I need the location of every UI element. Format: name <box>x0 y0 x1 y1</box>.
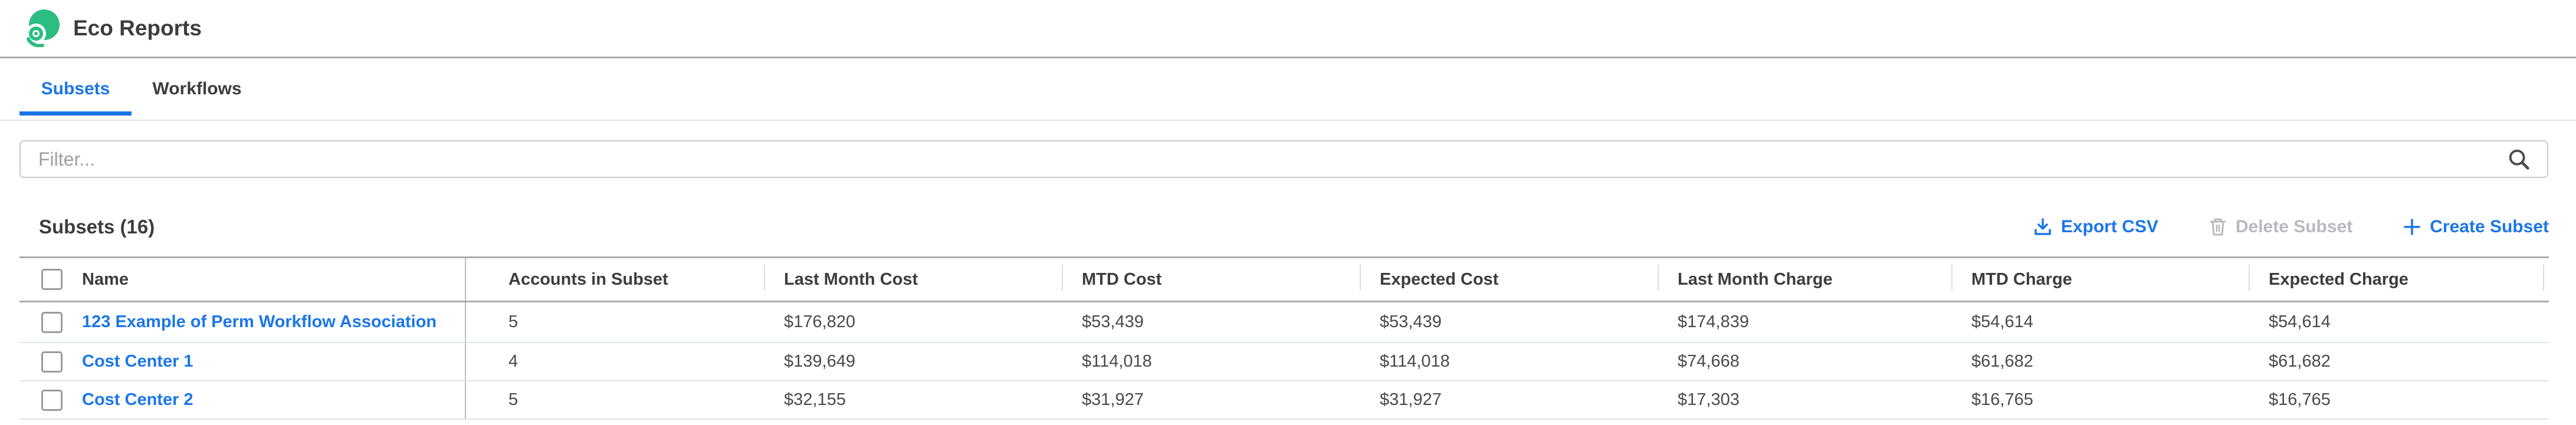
row-expected-cost-cell: $53,439 <box>1380 312 1442 331</box>
column-header-expected-cost: Expected Cost <box>1380 269 1499 289</box>
row-mtd-cost-cell: $31,927 <box>1082 390 1144 409</box>
tab-subsets[interactable]: Subsets <box>19 58 132 120</box>
row-mtd-charge-cell: $61,682 <box>1971 352 2033 371</box>
row-accounts-cell: 5 <box>508 390 519 409</box>
export-csv-button[interactable]: Export CSV <box>2033 217 2158 237</box>
header-cell-expected-cost: Expected Cost <box>1360 258 1658 301</box>
row-last-month-charge-cell: $174,839 <box>1678 312 1749 331</box>
row-last-month-charge-cell: $74,668 <box>1678 352 1740 371</box>
table-row: 123 Example of Perm Workflow Association… <box>19 302 2549 343</box>
download-icon <box>2034 218 2051 235</box>
row-name-cell: Cost Center 2 <box>19 381 466 419</box>
header-cell-accounts: Accounts in Subset <box>466 258 764 301</box>
header-cell-last-month-cost: Last Month Cost <box>764 258 1062 301</box>
row-mtd-cost-cell: $53,439 <box>1082 312 1144 331</box>
page-title: Eco Reports <box>73 16 202 40</box>
app-header: Eco Reports <box>0 0 2576 58</box>
actions-toolbar: Export CSV Delete Subset Create Subset <box>2033 217 2549 237</box>
row-name-cell: 123 Example of Perm Workflow Association <box>19 302 466 342</box>
row-mtd-charge-cell: $16,765 <box>1971 390 2033 409</box>
column-header-last-month-charge: Last Month Charge <box>1678 269 1833 289</box>
export-csv-label: Export CSV <box>2060 217 2158 236</box>
row-checkbox[interactable] <box>41 311 63 333</box>
row-name-cell: Cost Center 1 <box>19 343 466 380</box>
row-expected-charge-cell: $54,614 <box>2269 312 2331 331</box>
table-header-row: Name Accounts in Subset Last Month Cost … <box>19 258 2549 302</box>
row-expected-cost-cell: $114,018 <box>1380 352 1450 371</box>
delete-subset-button[interactable]: Delete Subset <box>2209 217 2352 237</box>
trash-icon <box>2210 218 2226 236</box>
subset-name-link[interactable]: Cost Center 2 <box>82 390 193 409</box>
column-header-mtd-charge: MTD Charge <box>1971 269 2072 289</box>
column-header-expected-charge: Expected Charge <box>2269 269 2408 289</box>
header-cell-name: Name <box>19 258 466 301</box>
row-checkbox[interactable] <box>41 389 63 411</box>
row-mtd-charge-cell: $54,614 <box>1971 312 2033 331</box>
subsets-table: Name Accounts in Subset Last Month Cost … <box>19 256 2549 420</box>
column-header-name: Name <box>82 269 129 289</box>
delete-subset-label: Delete Subset <box>2235 217 2353 236</box>
filter-bar <box>19 140 2548 178</box>
tab-workflows-label: Workflows <box>152 79 242 98</box>
row-checkbox[interactable] <box>41 351 63 373</box>
create-subset-label: Create Subset <box>2430 217 2549 236</box>
row-expected-cost-cell: $31,927 <box>1380 390 1442 409</box>
header-cell-last-month-charge: Last Month Charge <box>1658 258 1951 301</box>
column-header-mtd-cost: MTD Cost <box>1082 269 1162 289</box>
row-last-month-charge-cell: $17,303 <box>1678 390 1740 409</box>
row-accounts-cell: 5 <box>508 312 519 331</box>
header-cell-mtd-charge: MTD Charge <box>1951 258 2249 301</box>
section-title: Subsets (16) <box>39 216 155 238</box>
row-last-month-cost-cell: $32,155 <box>784 390 846 409</box>
subset-name-link[interactable]: 123 Example of Perm Workflow Association <box>82 312 437 331</box>
row-expected-charge-cell: $16,765 <box>2269 390 2331 409</box>
row-mtd-cost-cell: $114,018 <box>1082 352 1152 371</box>
search-icon <box>2509 149 2529 170</box>
column-header-accounts: Accounts in Subset <box>508 269 668 289</box>
row-last-month-cost-cell: $176,820 <box>784 312 855 331</box>
row-expected-charge-cell: $61,682 <box>2269 352 2331 371</box>
select-all-checkbox[interactable] <box>41 269 63 290</box>
plus-icon <box>2404 219 2420 235</box>
header-cell-mtd-cost: MTD Cost <box>1062 258 1360 301</box>
column-header-last-month-cost: Last Month Cost <box>784 269 918 289</box>
section-bar: Subsets (16) Export CSV Delete Sub <box>39 212 2549 242</box>
eco-logo-icon <box>26 9 60 47</box>
tab-bar: Subsets Workflows <box>0 58 2576 121</box>
row-last-month-cost-cell: $139,649 <box>784 352 855 371</box>
tab-workflows[interactable]: Workflows <box>141 58 253 120</box>
filter-input[interactable] <box>19 140 2548 178</box>
subset-name-link[interactable]: Cost Center 1 <box>82 352 193 371</box>
header-cell-expected-charge: Expected Charge <box>2249 258 2549 301</box>
table-row: Cost Center 1 4 $139,649 $114,018 $114,0… <box>19 343 2549 381</box>
row-accounts-cell: 4 <box>508 352 519 371</box>
table-row: Cost Center 2 5 $32,155 $31,927 $31,927 … <box>19 381 2549 420</box>
tab-subsets-label: Subsets <box>41 79 110 98</box>
create-subset-button[interactable]: Create Subset <box>2403 217 2549 237</box>
